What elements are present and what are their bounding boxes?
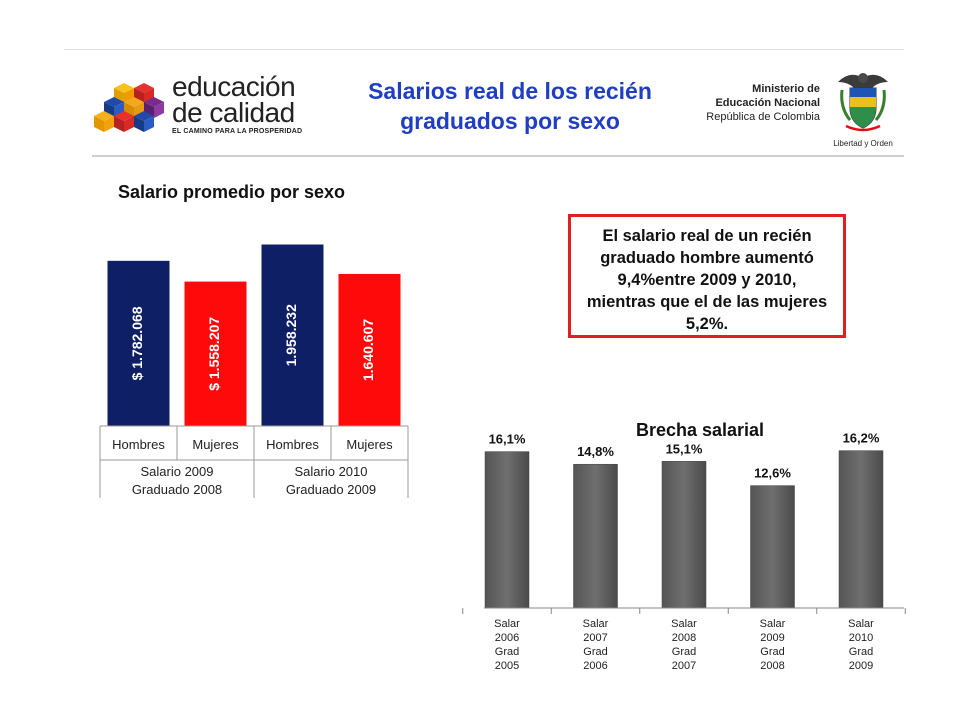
logo-line-2: de calidad [172, 97, 295, 128]
chart-title-brecha: Brecha salarial [635, 420, 765, 440]
gap-value-label: 16,2% [843, 431, 880, 446]
ministry-logo-text: Ministerio de Educación Nacional Repúbli… [686, 82, 820, 124]
gap-category-label: 2008 [760, 660, 784, 672]
title-line-1: Salarios real de los recién [368, 78, 652, 104]
gap-category-label: Salar [848, 618, 874, 630]
category-label: Mujeres [192, 437, 239, 452]
header-divider [92, 155, 904, 157]
gap-value-label: 16,1% [489, 432, 526, 447]
gap-value-label: 14,8% [577, 444, 614, 459]
gap-value-label: 15,1% [666, 441, 703, 456]
callout-text: El salario real de un recién graduado ho… [586, 227, 828, 333]
category-label: Hombres [266, 437, 319, 452]
bar-value-label: 1.640.607 [360, 319, 376, 381]
gap-category-label: 2007 [583, 632, 607, 644]
group-label-line-1: Salario 2010 [295, 464, 368, 479]
chart-title-salario: Salario promedio por sexo [118, 182, 346, 202]
bar-value-label: $ 1.558.207 [206, 317, 222, 391]
education-logo-mark [94, 82, 170, 143]
gap-category-label: 2006 [583, 660, 607, 672]
bar-value-label: $ 1.782.068 [129, 306, 145, 380]
bar-4 [338, 273, 401, 426]
gap-category-label: Salar [494, 618, 520, 630]
gap-category-label: 2009 [760, 632, 784, 644]
ministry-line-3: República de Colombia [706, 111, 820, 123]
bar-value-label: 1.958.232 [283, 304, 299, 366]
gap-category-label: Salar [671, 618, 697, 630]
crest-caption: Libertad y Orden [833, 139, 893, 148]
ministry-line-2: Educación Nacional [715, 97, 820, 109]
bar-3 [261, 244, 324, 426]
gap-value-label: 12,6% [754, 466, 791, 481]
group-label-line-2: Graduado 2008 [132, 482, 222, 497]
bar-1 [107, 260, 170, 426]
gap-category-label: 2006 [495, 632, 519, 644]
gap-category-label: 2007 [672, 660, 696, 672]
page-title: Salarios real de los recién graduados po… [320, 76, 700, 136]
logo-line-1: educación [172, 71, 296, 102]
coat-of-arms: Libertad y Orden [832, 68, 894, 148]
callout-box: El salario real de un recién graduado ho… [568, 214, 846, 338]
gap-category-label: Grad [849, 646, 873, 658]
gap-category-label: 2010 [849, 632, 873, 644]
category-label: Hombres [112, 437, 165, 452]
group-label-line-1: Salario 2009 [141, 464, 214, 479]
title-line-2: graduados por sexo [400, 108, 620, 134]
category-label: Mujeres [346, 437, 393, 452]
gap-bar-4 [750, 485, 795, 609]
cube-mosaic-icon [94, 83, 164, 132]
gap-category-label: Salar [583, 618, 609, 630]
gap-category-label: Grad [760, 646, 784, 658]
gap-bar-5 [838, 450, 884, 609]
top-divider [64, 49, 904, 50]
group-label-line-2: Graduado 2009 [286, 482, 376, 497]
ministry-line-1: Ministerio de [752, 83, 820, 95]
gap-bar-2 [573, 463, 618, 609]
gap-bar-1 [484, 451, 530, 609]
gap-category-label: 2005 [495, 660, 519, 672]
logo-tagline: EL CAMINO PARA LA PROSPERIDAD [172, 128, 303, 135]
gap-category-label: Grad [672, 646, 696, 658]
gap-category-label: 2008 [672, 632, 696, 644]
education-logo: educación de calidad EL CAMINO PARA LA P… [172, 71, 303, 136]
gap-category-label: Salar [760, 618, 786, 630]
bar-2 [184, 281, 247, 426]
coat-of-arms-icon [838, 73, 888, 132]
gap-bar-3 [661, 461, 707, 609]
gap-category-label: Grad [495, 646, 519, 658]
gap-category-label: 2009 [849, 660, 873, 672]
gap-category-label: Grad [583, 646, 607, 658]
